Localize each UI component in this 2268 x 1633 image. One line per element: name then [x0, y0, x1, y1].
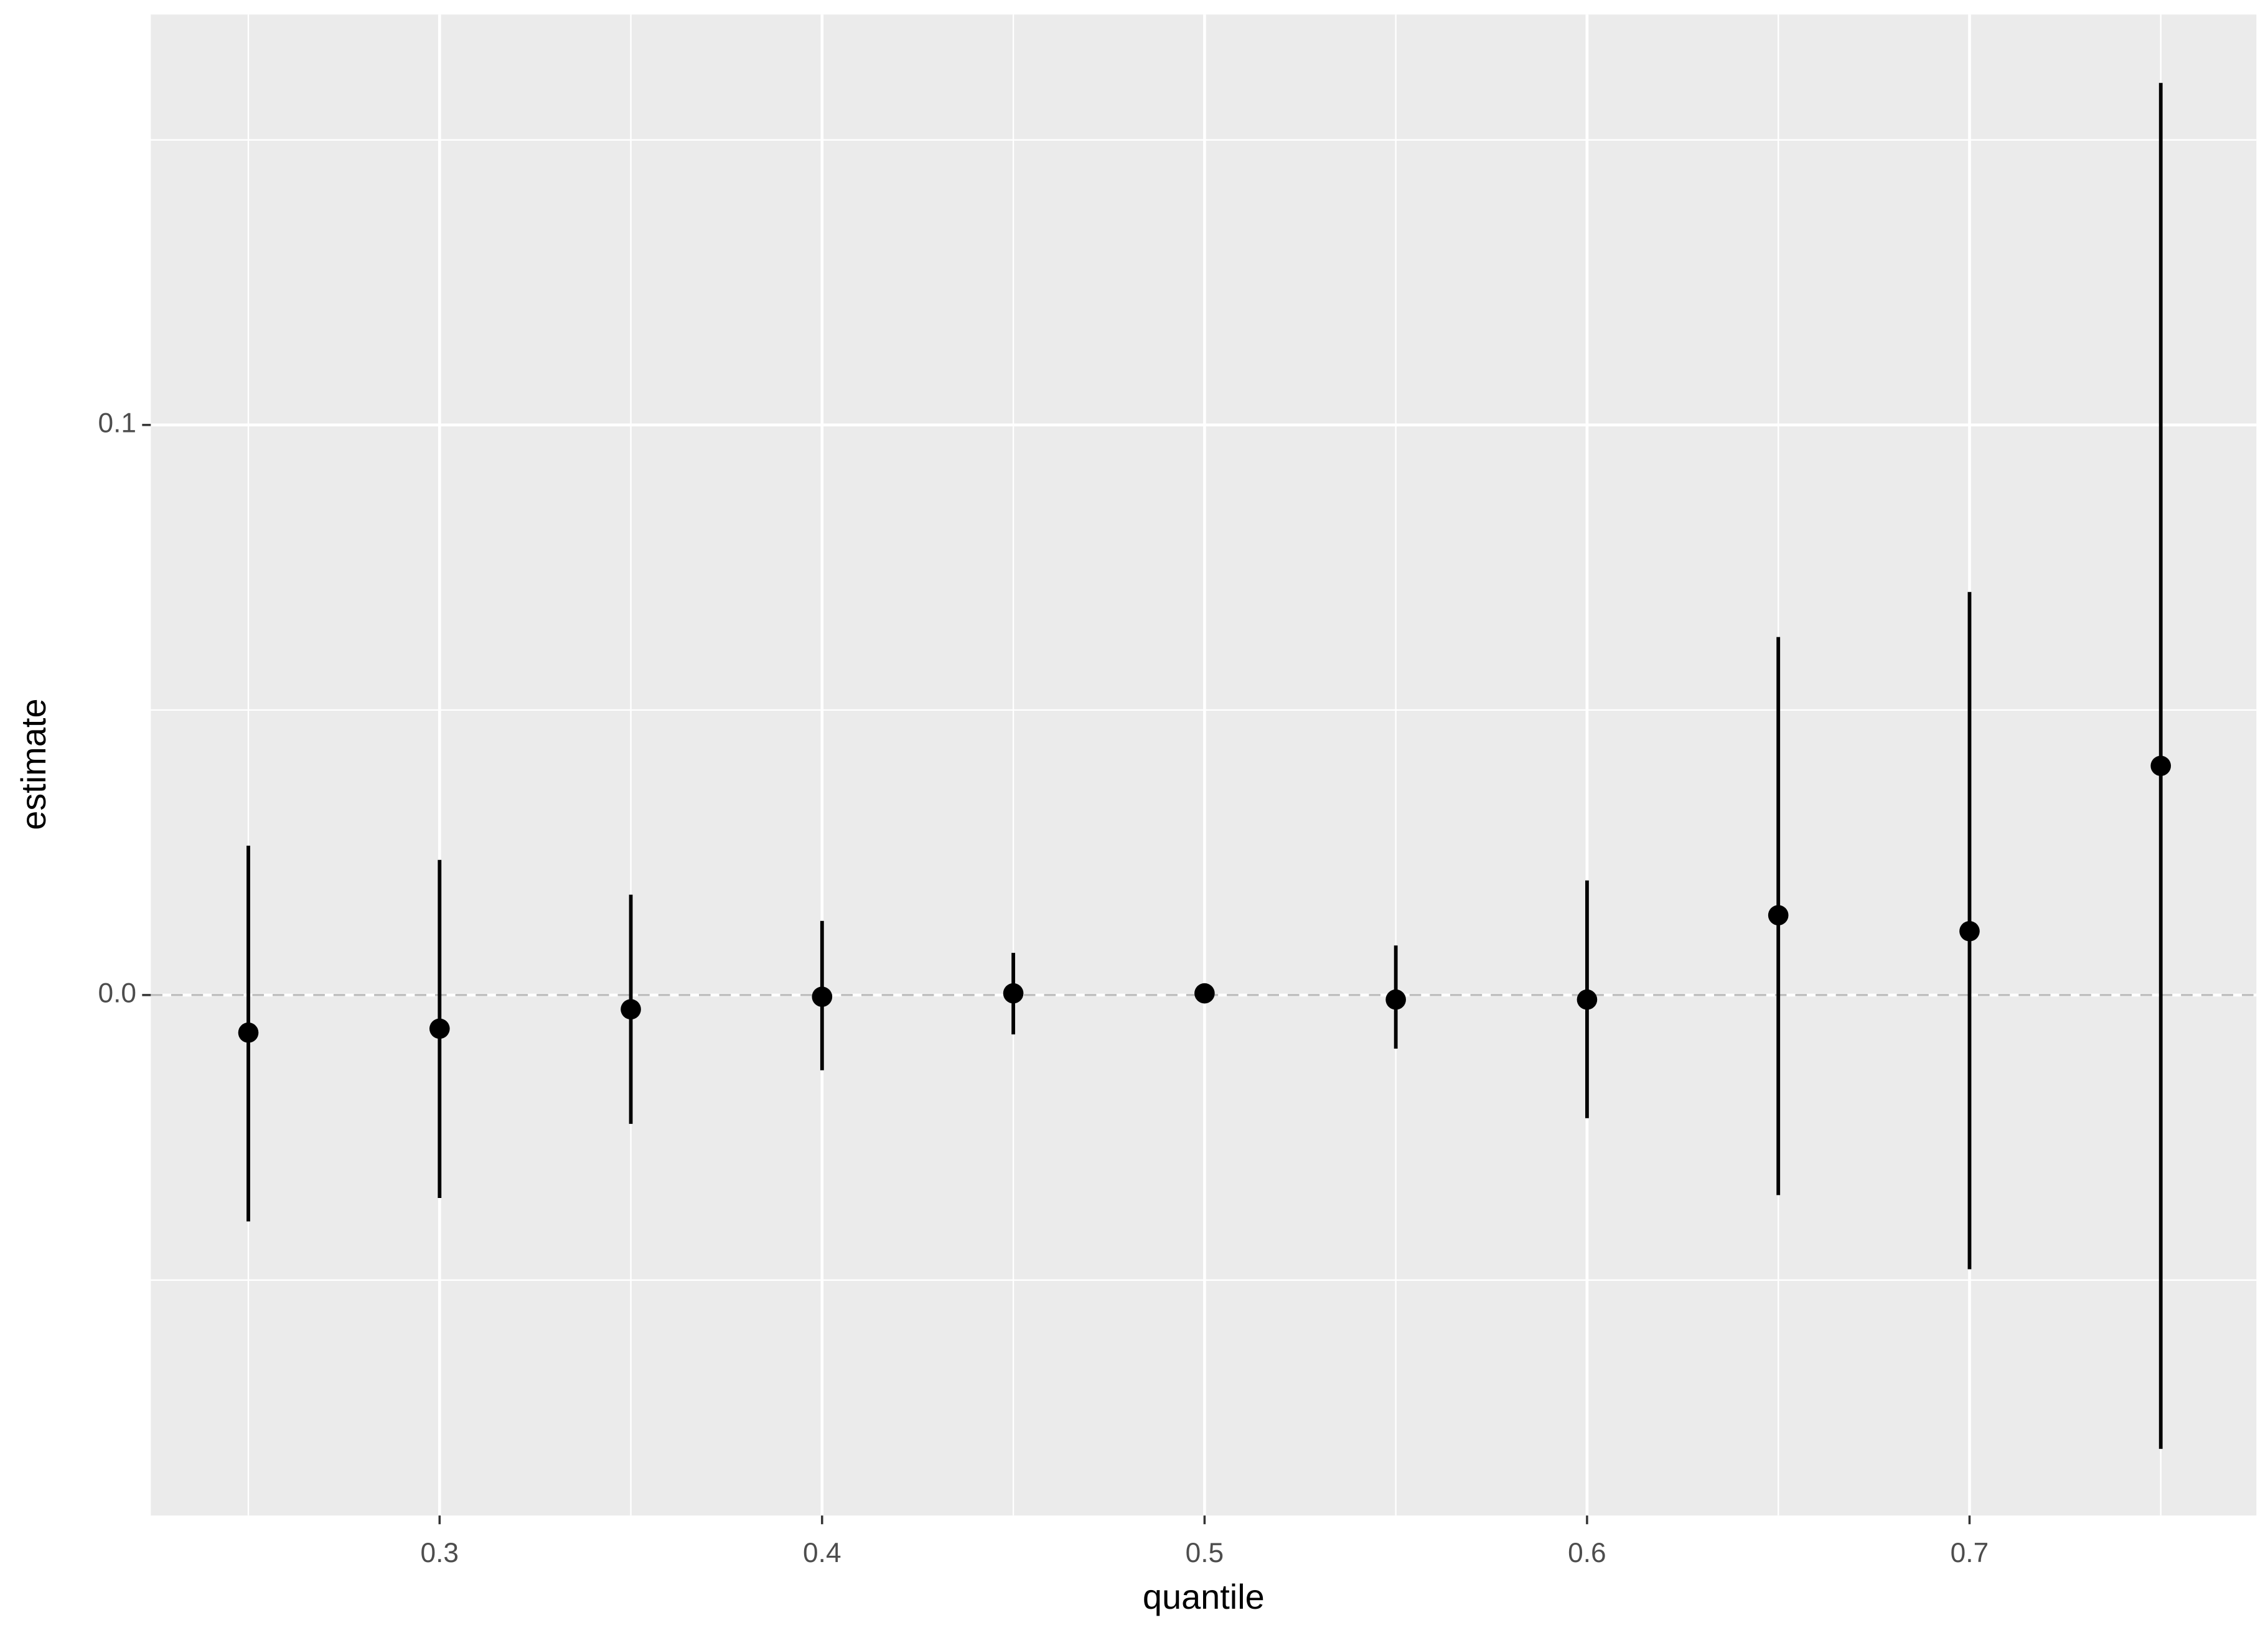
- y-tick-label: 0.0: [98, 978, 136, 1009]
- point: [1577, 989, 1598, 1010]
- x-tick-label: 0.5: [1186, 1538, 1224, 1568]
- x-tick-label: 0.7: [1951, 1538, 1989, 1568]
- x-tick-label: 0.3: [421, 1538, 459, 1568]
- marks: [151, 83, 2257, 1449]
- point: [1385, 989, 1406, 1010]
- point: [1194, 983, 1215, 1004]
- x-axis-title: quantile: [1143, 1577, 1265, 1616]
- point: [812, 986, 833, 1007]
- point: [1768, 905, 1789, 925]
- point: [2150, 756, 2172, 776]
- point: [1003, 983, 1024, 1004]
- y-tick-label: 0.1: [98, 408, 136, 439]
- x-tick-label: 0.4: [803, 1538, 841, 1568]
- y-axis-title: estimate: [14, 698, 53, 830]
- point: [429, 1018, 450, 1039]
- point: [621, 999, 641, 1020]
- point: [238, 1022, 259, 1043]
- x-tick-label: 0.6: [1568, 1538, 1606, 1568]
- point: [1959, 920, 1980, 942]
